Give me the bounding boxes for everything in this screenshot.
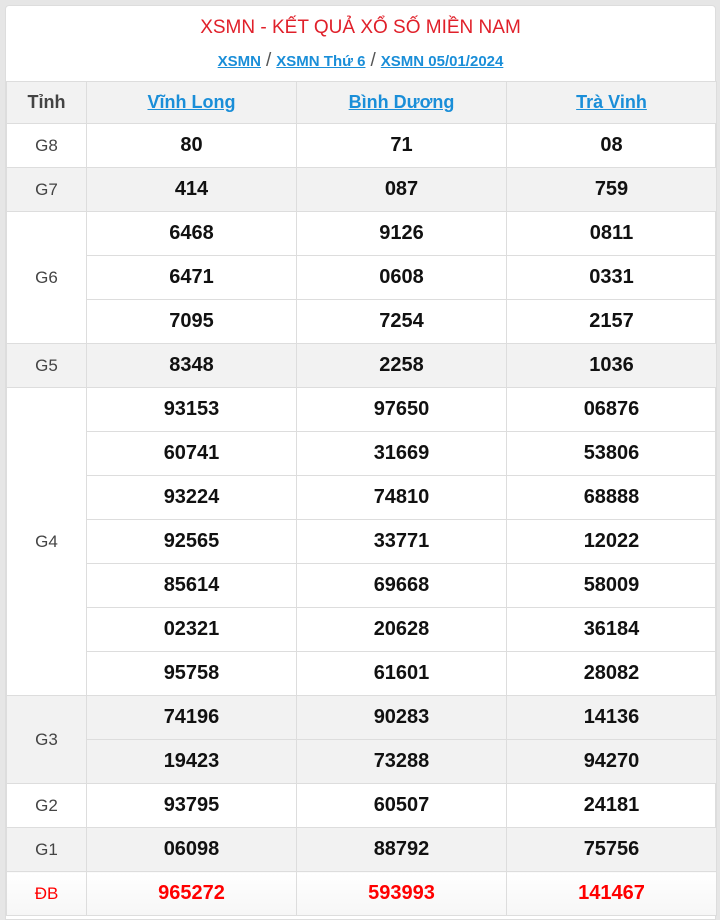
province-link[interactable]: Vĩnh Long [147,92,236,112]
breadcrumb-date[interactable]: XSMN 05/01/2024 [380,53,504,70]
table-row: 60741 31669 53806 [7,431,717,476]
prize-number: 19423 [86,739,297,784]
table-row: G6 6468 9126 0811 [6,211,717,344]
prize-number: 61601 [296,651,507,696]
table-row: 85614 69668 58009 [7,563,717,608]
prize-number: 965272 [86,871,297,916]
province-header: Trà Vinh [506,81,717,124]
page-title: XSMN - KẾT QUẢ XỔ SỐ MIỀN NAM [200,17,521,38]
province-link[interactable]: Trà Vinh [576,92,647,112]
prize-number: 75756 [506,827,717,872]
prize-number: 80 [86,123,297,168]
table-row: G4 93153 97650 06876 [6,387,717,696]
prize-number: 73288 [296,739,507,784]
table-row: ĐB 965272 593993 141467 [6,871,717,916]
prize-number: 93153 [86,387,297,432]
prize-number: 69668 [296,563,507,608]
prize-number: 7254 [296,299,507,344]
province-link[interactable]: Bình Dương [348,92,455,112]
prize-number: 9126 [296,211,507,256]
breadcrumb-xsmn[interactable]: XSMN [217,53,261,70]
prize-number: 141467 [506,871,717,916]
table-row: G1 06098 88792 75756 [6,827,717,872]
prize-number: 58009 [506,563,717,608]
prize-label: G3 [6,695,87,784]
table-row: G5 8348 2258 1036 [6,343,717,388]
prize-number: 0608 [296,255,507,300]
results-table: Tỉnh Vĩnh Long Bình Dương Trà Vinh G8 80 7… [6,81,717,916]
table-row: G3 74196 90283 14136 [6,695,717,784]
prize-number: 0331 [506,255,717,300]
prize-label: G8 [6,123,87,168]
prize-number: 85614 [86,563,297,608]
table-row: 6471 0608 0331 [7,255,717,300]
prize-number: 759 [506,167,717,212]
prize-number: 33771 [296,519,507,564]
prize-number: 1036 [506,343,717,388]
table-row: G2 93795 60507 24181 [6,783,717,828]
table-row: G8 80 71 08 [6,123,717,168]
prize-number: 93795 [86,783,297,828]
prize-number: 90283 [296,695,507,740]
breadcrumb-separator: / [266,50,272,71]
prize-label: G4 [6,387,87,696]
prize-number: 2258 [296,343,507,388]
prize-number: 02321 [86,607,297,652]
breadcrumb-separator: / [370,50,376,71]
prize-number: 2157 [506,299,717,344]
prize-number: 71 [296,123,507,168]
prize-number: 31669 [296,431,507,476]
prize-number: 06876 [506,387,717,432]
prize-number: 36184 [506,607,717,652]
prize-number: 94270 [506,739,717,784]
prize-number: 0811 [506,211,717,256]
prize-number: 68888 [506,475,717,520]
prize-number: 7095 [86,299,297,344]
breadcrumb: XSMN / XSMN Thứ 6/XSMN 05/01/2024 [6,50,715,72]
prize-number: 12022 [506,519,717,564]
prize-number: 95758 [86,651,297,696]
table-row: 7095 7254 2157 [7,299,717,344]
prize-number: 20628 [296,607,507,652]
prize-number: 93224 [86,475,297,520]
prize-number: 60741 [86,431,297,476]
results-card: XSMN - KẾT QUẢ XỔ SỐ MIỀN NAM XSMN / XSMN … [5,5,717,920]
prize-number: 06098 [86,827,297,872]
table-row: 02321 20628 36184 [7,607,717,652]
prize-number: 6471 [86,255,297,300]
prize-label: G7 [6,167,87,212]
table-row: 95758 61601 28082 [7,651,717,696]
prize-label: G1 [6,827,87,872]
prize-number: 087 [296,167,507,212]
prize-number: 414 [86,167,297,212]
prize-label: ĐB [6,871,87,916]
prize-number: 08 [506,123,717,168]
prize-number: 8348 [86,343,297,388]
prize-label: G2 [6,783,87,828]
prize-number: 24181 [506,783,717,828]
prize-number: 53806 [506,431,717,476]
breadcrumb-weekday[interactable]: XSMN Thứ 6 [276,53,366,70]
prize-number: 593993 [296,871,507,916]
prize-number: 60507 [296,783,507,828]
prize-number: 88792 [296,827,507,872]
prize-number: 6468 [86,211,297,256]
prize-number: 92565 [86,519,297,564]
prize-number: 14136 [506,695,717,740]
province-header: Vĩnh Long [86,81,297,124]
table-row: 19423 73288 94270 [7,739,717,784]
prize-label: G5 [6,343,87,388]
prize-number: 74196 [86,695,297,740]
results-header: XSMN - KẾT QUẢ XỔ SỐ MIỀN NAM XSMN / XSMN … [6,6,715,81]
prize-label: G6 [6,211,87,344]
province-label-header: Tỉnh [6,81,87,124]
table-row: G7 414 087 759 [6,167,717,212]
province-header: Bình Dương [296,81,507,124]
table-row: 93224 74810 68888 [7,475,717,520]
prize-number: 28082 [506,651,717,696]
prize-number: 97650 [296,387,507,432]
prize-number: 74810 [296,475,507,520]
table-row: 92565 33771 12022 [7,519,717,564]
